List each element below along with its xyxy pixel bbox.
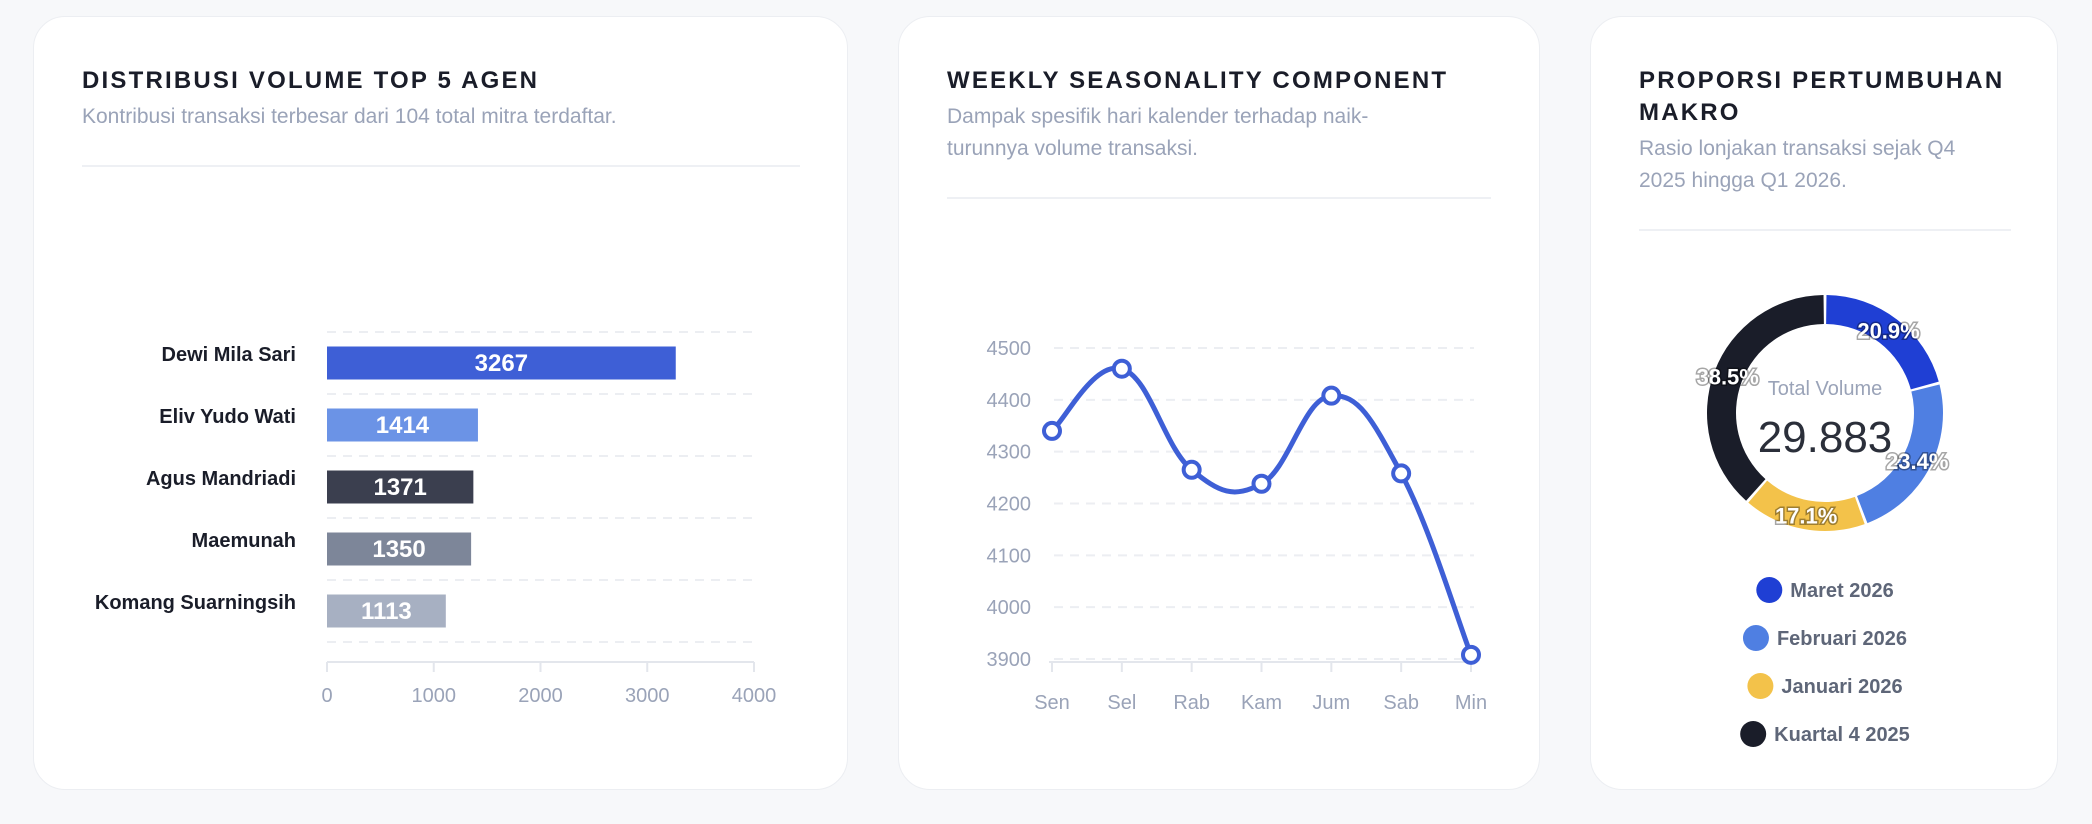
agent-bar-value-label: 1371 <box>373 474 426 501</box>
macro-growth-subtitle-line2: 2025 hingga Q1 2026. <box>1639 169 1847 192</box>
macro-growth-divider <box>1639 229 2011 231</box>
donut-slice[interactable] <box>1826 295 1939 390</box>
donut-center-value: 29.883 <box>1758 413 1893 462</box>
donut-slice-label: 17.1% <box>1775 503 1837 528</box>
agent-bar[interactable] <box>327 470 474 504</box>
weekly-seasonality-subtitle-line1: Dampak spesifik hari kalender terhadap n… <box>947 105 1369 128</box>
line-y-tick-label: 4200 <box>987 494 1032 516</box>
donut-legend-swatch <box>1756 577 1783 603</box>
macro-growth-title-line1: PROPORSI PERTUMBUHAN <box>1639 67 2005 94</box>
weekly-seasonality-subtitle-line2: turunnya volume transaksi. <box>947 137 1198 160</box>
donut-slice-label: 38.5% <box>1696 364 1758 389</box>
donut-center-label: Total Volume <box>1768 378 1883 400</box>
seasonality-point[interactable] <box>1461 644 1481 665</box>
macro-growth-card: PROPORSI PERTUMBUHAN MAKRO Rasio lonjaka… <box>1590 16 2058 790</box>
agent-volume-card: DISTRIBUSI VOLUME TOP 5 AGEN Kontribusi … <box>33 16 848 790</box>
line-x-tick-label: Sen <box>1034 692 1070 714</box>
agent-volume-subtitle: Kontribusi transaksi terbesar dari 104 t… <box>82 105 617 128</box>
line-x-tick-label: Kam <box>1241 692 1282 714</box>
agent-name-label: Dewi Mila Sari <box>162 344 297 366</box>
agent-bar-value-label: 1414 <box>376 412 430 439</box>
weekly-seasonality-card: WEEKLY SEASONALITY COMPONENT Dampak spes… <box>898 16 1540 790</box>
donut-legend-label: Kuartal 4 2025 <box>1774 724 1910 746</box>
donut-slice[interactable] <box>1857 384 1943 524</box>
agent-bar-value-label: 1350 <box>372 536 425 563</box>
donut-legend-label: Maret 2026 <box>1790 580 1893 602</box>
bar-x-tick-label: 0 <box>321 685 332 707</box>
line-x-tick-label: Sab <box>1383 692 1419 714</box>
macro-growth-title-line2: MAKRO <box>1639 99 1741 126</box>
donut-slice[interactable] <box>1707 295 1824 501</box>
agent-bar[interactable] <box>327 346 676 380</box>
donut-legend-label: Februari 2026 <box>1777 628 1907 650</box>
line-x-tick-label: Min <box>1455 692 1487 714</box>
agent-bar[interactable] <box>327 594 446 628</box>
seasonality-line-chart: 3900 4000 4100 4200 4300 4400 4500 Sen Sel Rab Kam… <box>987 338 1488 714</box>
line-y-tick-label: 4000 <box>987 597 1032 619</box>
line-x-tick-label: Sel <box>1107 692 1136 714</box>
line-y-tick-label: 4400 <box>987 390 1032 412</box>
macro-growth-subtitle-line1: Rasio lonjakan transaksi sejak Q4 <box>1639 137 1956 160</box>
agent-name-label: Maemunah <box>192 530 296 552</box>
agent-volume-divider <box>82 165 800 167</box>
donut-legend-item[interactable]: Februari 2026 <box>1742 625 1907 651</box>
donut-legend-item[interactable]: Maret 2026 <box>1756 577 1894 603</box>
agent-bar-value-label: 3267 <box>475 350 528 377</box>
agent-name-label: Eliv Yudo Wati <box>159 406 296 428</box>
donut-legend-swatch <box>1740 721 1767 747</box>
seasonality-point[interactable] <box>1111 358 1132 379</box>
bar-x-tick-label: 3000 <box>625 685 670 707</box>
seasonality-point[interactable] <box>1391 463 1412 484</box>
macro-growth-donut-chart: Total Volume 29.883 20.9% 23.4% 17.1% 38.5%… <box>1695 295 1950 747</box>
line-y-tick-label: 3900 <box>987 649 1032 671</box>
agent-name-label: Agus Mandriadi <box>146 468 296 490</box>
agent-name-label: Komang Suarningsih <box>95 592 296 614</box>
bar-x-tick-label: 4000 <box>732 685 777 707</box>
line-y-tick-label: 4300 <box>987 442 1032 464</box>
line-y-tick-label: 4100 <box>987 545 1032 567</box>
line-y-tick-label: 4500 <box>987 338 1032 360</box>
donut-legend-label: Januari 2026 <box>1781 676 1902 698</box>
bar-x-tick-label: 1000 <box>412 685 457 707</box>
line-x-tick-label: Rab <box>1173 692 1210 714</box>
donut-legend-item[interactable]: Januari 2026 <box>1747 673 1903 699</box>
seasonality-point[interactable] <box>1251 473 1272 494</box>
agent-bar-value-label: 1113 <box>361 598 412 625</box>
agent-volume-title: DISTRIBUSI VOLUME TOP 5 AGEN <box>82 67 540 94</box>
weekly-seasonality-divider <box>947 197 1491 199</box>
seasonality-point[interactable] <box>1042 420 1062 441</box>
seasonality-point[interactable] <box>1321 385 1342 406</box>
donut-slice-label: 23.4% <box>1886 449 1948 474</box>
agent-bar[interactable] <box>327 532 472 566</box>
donut-slice[interactable] <box>1748 480 1865 531</box>
seasonality-point[interactable] <box>1181 459 1202 480</box>
donut-legend-swatch <box>1742 625 1769 651</box>
weekly-seasonality-title: WEEKLY SEASONALITY COMPONENT <box>947 67 1449 94</box>
donut-legend-swatch <box>1747 673 1774 699</box>
bar-x-tick-label: 2000 <box>518 685 563 707</box>
agent-bar[interactable] <box>327 408 478 442</box>
line-x-tick-label: Jum <box>1312 692 1350 714</box>
agent-bar-chart: 0 1000 2000 3000 4000 Dewi Mila Sari 3267 Eliv … <box>95 331 777 707</box>
donut-legend-item[interactable]: Kuartal 4 2025 <box>1740 721 1910 747</box>
seasonality-line <box>1049 365 1474 658</box>
donut-slice-label: 20.9% <box>1857 319 1919 344</box>
